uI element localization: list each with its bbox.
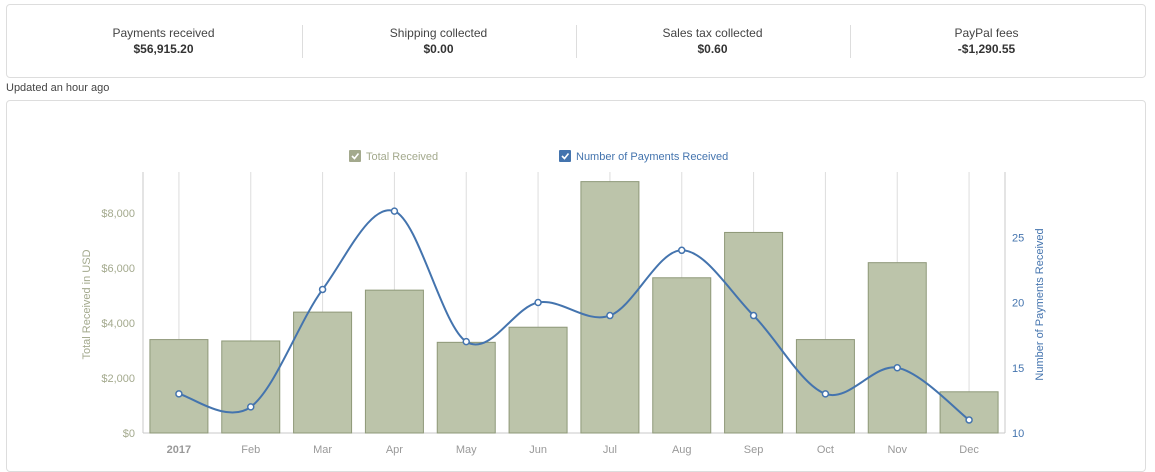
payments-count-point[interactable] (390, 207, 399, 215)
bar[interactable] (221, 340, 281, 434)
payments-count-point[interactable] (749, 311, 758, 320)
updated-timestamp: Updated an hour ago (6, 82, 110, 94)
x-tick-label: May (456, 444, 477, 456)
legend-total-received-checkbox[interactable] (349, 150, 361, 162)
bar[interactable] (939, 391, 999, 434)
bar[interactable] (795, 339, 855, 434)
x-tick-label: Nov (887, 444, 907, 456)
right-y-tick-label: 15 (1012, 363, 1024, 375)
payments-count-point[interactable] (534, 298, 542, 307)
left-y-tick-label: $4,000 (101, 318, 135, 330)
left-axis-title: Total Received in USD (81, 249, 93, 359)
payments-chart: $0 $2,000 $4,000 $6,000 $8,000 10 15 20 25 2017 Fe… (81, 150, 1046, 456)
left-y-tick-label: $0 (123, 428, 135, 440)
x-tick-label: Jun (529, 444, 547, 456)
bar[interactable] (867, 262, 927, 434)
left-y-tick-label: $2,000 (101, 373, 135, 385)
stat-label: Payments received (112, 26, 215, 40)
x-tick-label: Mar (313, 444, 332, 456)
left-y-tick-label: $6,000 (101, 263, 135, 275)
payments-count-point[interactable] (247, 403, 255, 411)
check-icon (561, 153, 570, 160)
payments-count-point[interactable] (606, 311, 614, 320)
stat-label: PayPal fees (954, 26, 1019, 40)
x-tick-label: Dec (959, 444, 979, 456)
bar[interactable] (508, 326, 568, 434)
bar[interactable] (724, 231, 784, 434)
bar[interactable] (364, 289, 424, 434)
right-y-tick-label: 10 (1012, 428, 1024, 440)
payments-count-point[interactable] (893, 364, 901, 372)
stat-value: $0.00 (423, 42, 454, 56)
stat-paypal-fees: PayPal fees -$1,290.55 (850, 25, 1123, 57)
legend-number-of-payments-label[interactable]: Number of Payments Received (576, 151, 728, 163)
payments-count-point[interactable] (678, 246, 686, 255)
right-axis-title: Number of Payments Received (1034, 228, 1046, 380)
x-tick-label: Feb (241, 444, 260, 456)
right-y-tick-label: 25 (1012, 232, 1024, 244)
x-tick-label: Aug (672, 444, 692, 456)
payments-count-point[interactable] (821, 390, 830, 398)
stat-value: -$1,290.55 (957, 42, 1016, 56)
stat-divider (576, 25, 577, 58)
bar[interactable] (149, 339, 209, 434)
right-y-tick-label: 20 (1012, 298, 1024, 310)
x-tick-label: Apr (386, 444, 403, 456)
x-tick-label: Oct (817, 444, 834, 456)
left-y-tick-label: $8,000 (101, 208, 135, 220)
payments-count-point[interactable] (318, 285, 327, 294)
stat-label: Sales tax collected (662, 26, 763, 40)
payments-count-point[interactable] (175, 390, 183, 398)
stat-divider (850, 25, 851, 58)
stat-payments-received: Payments received $56,915.20 (27, 25, 300, 57)
x-tick-label: Jul (603, 444, 617, 456)
x-tick-label: 2017 (167, 444, 191, 456)
stat-shipping-collected: Shipping collected $0.00 (302, 25, 575, 57)
stat-value: $56,915.20 (133, 42, 194, 56)
bar[interactable] (436, 341, 496, 434)
x-tick-label: Sep (744, 444, 764, 456)
bar[interactable] (652, 277, 712, 434)
stat-divider (302, 25, 303, 58)
legend-number-of-payments-checkbox[interactable] (559, 150, 571, 162)
bar[interactable] (293, 311, 353, 434)
payments-count-point[interactable] (462, 337, 470, 346)
stat-value: $0.60 (697, 42, 728, 56)
legend-total-received-label[interactable]: Total Received (366, 151, 438, 163)
stat-label: Shipping collected (389, 26, 488, 40)
summary-card: Payments received $56,915.20 Shipping co… (6, 4, 1146, 78)
stat-sales-tax-collected: Sales tax collected $0.60 (576, 25, 849, 57)
payments-count-point[interactable] (965, 416, 973, 424)
check-icon (351, 153, 360, 160)
bar[interactable] (580, 181, 640, 434)
